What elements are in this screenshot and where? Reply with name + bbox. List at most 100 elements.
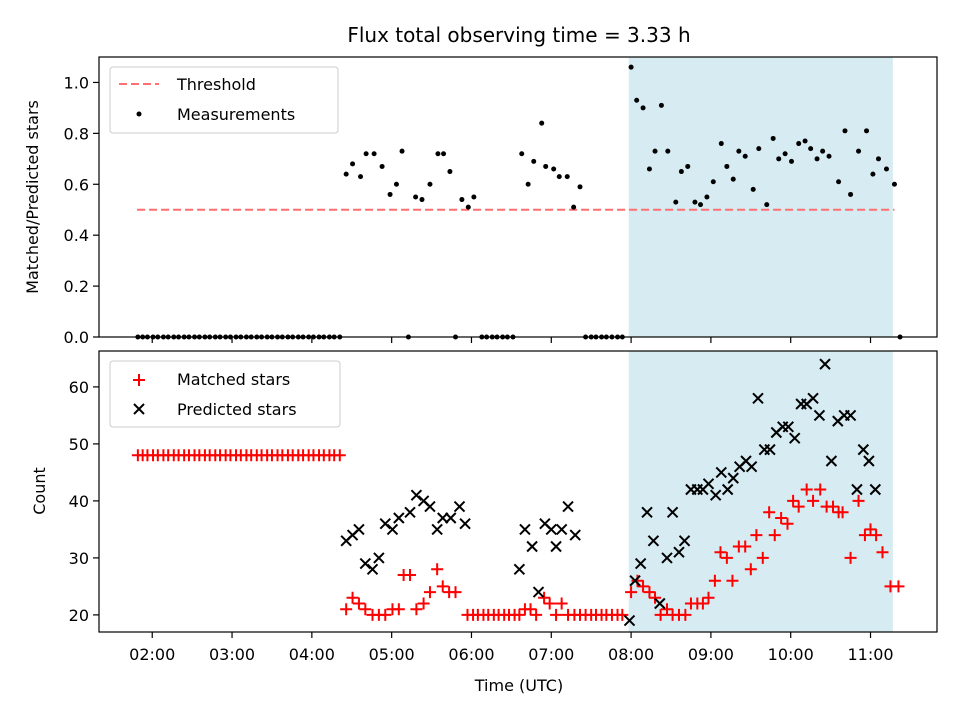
count-points <box>131 358 905 627</box>
measurement-point <box>883 166 889 172</box>
predicted-star-point <box>641 506 653 519</box>
predicted-star-point <box>353 523 365 536</box>
predicted-star-point <box>666 506 679 519</box>
x-tick-label: 11:00 <box>847 645 893 664</box>
measurement-point <box>704 194 710 200</box>
measurement-point <box>814 156 820 162</box>
matched-star-point <box>836 506 849 519</box>
matched-star-point <box>876 546 889 559</box>
predicted-star-point <box>424 500 436 513</box>
measurement-point <box>419 197 425 203</box>
measurement-point <box>435 151 441 157</box>
predicted-star-point <box>752 392 764 405</box>
matched-star-point <box>417 597 430 610</box>
measurement-point <box>782 151 788 157</box>
measurement-point <box>842 128 848 134</box>
top-y-ticks: 0.0 0.2 0.4 0.6 0.8 1.0 <box>64 73 99 347</box>
matched-star-point <box>679 608 692 621</box>
predicted-star-point <box>532 586 545 598</box>
matched-star-point <box>844 551 857 564</box>
measurement-point <box>519 151 525 157</box>
matched-star-point <box>827 500 840 513</box>
predicted-star-point <box>702 478 715 490</box>
legend-threshold-label: Threshold <box>176 75 256 94</box>
matched-star-point <box>696 597 709 610</box>
predicted-star-point <box>863 455 875 467</box>
measurement-point <box>742 153 748 159</box>
measurement-point <box>556 174 562 180</box>
measurement-point <box>358 174 364 180</box>
top-plot-frame <box>98 56 938 338</box>
predicted-star-point <box>453 500 466 513</box>
legend-measurements-label: Measurements <box>177 105 295 124</box>
measurement-point <box>393 181 399 187</box>
measurement-point <box>826 153 832 159</box>
measurement-point <box>413 194 419 200</box>
legend-predicted-label: Predicted stars <box>177 400 297 419</box>
bottom-panel: 20 30 40 50 60 02:00 03:00 04:00 05:00 06:00 07:0… <box>30 350 938 695</box>
predicted-star-point <box>569 529 581 541</box>
predicted-star-point <box>562 500 574 513</box>
measurement-point <box>399 148 405 154</box>
top-panel: 0.0 0.2 0.4 0.6 0.8 1.0 Matched/Predicted sta… <box>23 56 938 347</box>
measurement-point <box>698 202 704 208</box>
measurement-point <box>459 197 465 203</box>
top-x-ticks <box>151 337 872 343</box>
matched-star-point <box>543 597 556 610</box>
matched-star-point <box>352 597 365 610</box>
matched-star-point <box>702 591 715 604</box>
matched-star-point <box>714 546 727 559</box>
measurement-point <box>891 181 897 187</box>
legend-predicted-swatch <box>133 403 145 415</box>
matched-star-point <box>513 608 526 621</box>
measurement-point <box>770 135 776 141</box>
matched-star-point <box>892 580 905 593</box>
measurement-point <box>750 186 756 192</box>
measurement-point <box>652 148 658 154</box>
measurement-point <box>551 166 557 172</box>
top-y-tick-label: 0.2 <box>64 277 89 296</box>
measurement-point <box>718 141 724 147</box>
predicted-star-point <box>379 517 391 530</box>
matched-star-point <box>787 494 800 507</box>
measurement-point <box>808 146 814 152</box>
matched-star-point <box>524 603 537 616</box>
x-tick-label: 09:00 <box>688 645 734 664</box>
predicted-star-point <box>629 574 641 587</box>
matched-star-point <box>410 603 423 616</box>
bottom-x-ticks: 02:00 03:00 04:00 05:00 06:00 07:00 08:00 09:00… <box>129 632 894 664</box>
matched-star-point <box>379 608 392 621</box>
measurement-point <box>764 202 770 208</box>
measurement-point <box>856 148 862 154</box>
predicted-star-point <box>857 443 870 456</box>
measurement-point <box>427 181 433 187</box>
measurement-point <box>441 151 447 157</box>
matched-star-point <box>739 540 752 553</box>
measurement-point <box>363 151 369 157</box>
measurement-point <box>564 174 570 180</box>
predicted-star-point <box>813 409 826 422</box>
measurement-point <box>465 204 471 210</box>
matched-star-point <box>864 523 877 536</box>
matched-star-point <box>643 586 656 599</box>
predicted-star-point <box>678 535 691 547</box>
predicted-star-point <box>373 552 385 564</box>
measurement-point <box>685 163 691 169</box>
bottom-y-tick-label: 20 <box>69 606 89 625</box>
measurement-point <box>539 120 545 126</box>
matched-star-point <box>637 580 650 593</box>
matched-star-point <box>807 494 820 507</box>
matched-star-point <box>858 529 871 542</box>
measurement-point <box>640 105 646 111</box>
predicted-star-point <box>819 358 831 370</box>
top-highlight-span <box>628 57 893 337</box>
matched-star-point <box>661 603 674 616</box>
measurement-point <box>658 102 664 108</box>
top-y-tick-label: 1.0 <box>64 73 89 92</box>
measurement-point <box>730 176 736 182</box>
predicted-star-point <box>431 523 443 536</box>
predicted-star-point <box>393 512 405 524</box>
matched-star-point <box>631 574 644 587</box>
measurement-point <box>710 179 716 185</box>
